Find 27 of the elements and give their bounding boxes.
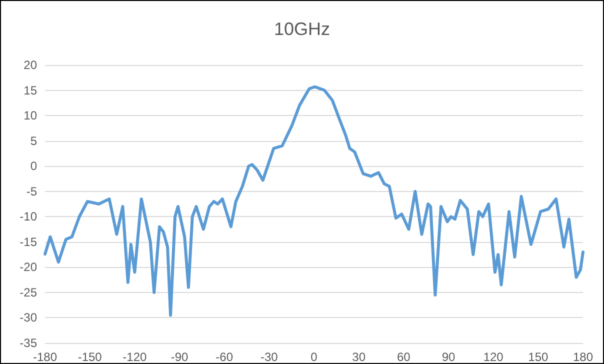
y-tick-label: -5 xyxy=(26,184,38,198)
y-tick-label: 20 xyxy=(24,58,38,72)
x-tick-label: 150 xyxy=(528,350,548,364)
x-tick-label: -60 xyxy=(216,350,234,364)
y-tick-label: -15 xyxy=(20,234,38,249)
x-tick-label: 30 xyxy=(352,350,366,364)
line-series xyxy=(44,85,584,317)
y-tick-label: -10 xyxy=(20,210,38,224)
y-tick-label: -20 xyxy=(20,260,38,274)
x-tick-label: 120 xyxy=(483,350,504,364)
y-tick-label: -30 xyxy=(20,310,38,325)
x-tick-label: -90 xyxy=(170,350,188,364)
x-tick-label: 180 xyxy=(572,350,594,364)
chart-title: 10GHz xyxy=(274,19,330,39)
x-tick-label: -30 xyxy=(260,350,278,364)
y-tick-label: 10 xyxy=(24,108,38,123)
y-tick-label: -35 xyxy=(20,336,38,350)
y-tick-label: 0 xyxy=(30,159,38,174)
x-tick-label: 90 xyxy=(442,350,456,364)
x-tick-label: -150 xyxy=(78,350,102,364)
y-tick-label: 15 xyxy=(24,83,38,98)
y-tick-label: 5 xyxy=(30,134,38,148)
x-tick-label: -180 xyxy=(32,350,58,364)
x-tick-label: 0 xyxy=(310,350,318,364)
y-tick-label: -25 xyxy=(20,285,38,300)
x-tick-label: -120 xyxy=(122,350,147,364)
x-tick-label: 60 xyxy=(396,350,411,364)
